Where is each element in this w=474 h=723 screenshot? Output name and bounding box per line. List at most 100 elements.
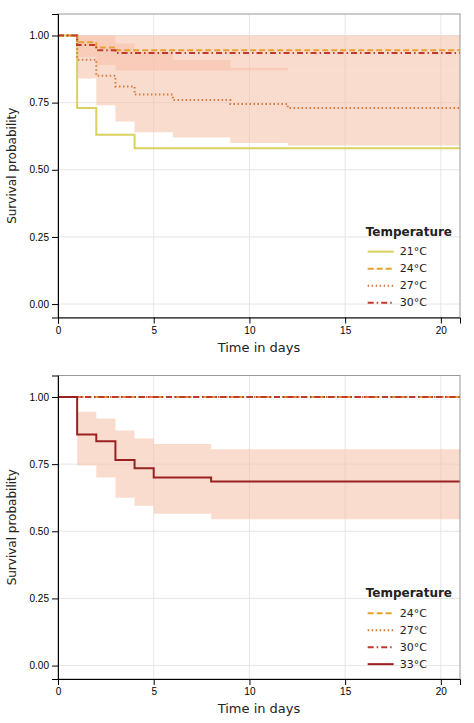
y-axis: 0.000.250.500.751.00 bbox=[30, 376, 59, 680]
x-tick-label: 20 bbox=[436, 686, 448, 697]
x-axis-title: Time in days bbox=[217, 701, 301, 716]
legend-swatch bbox=[368, 612, 394, 614]
y-tick: 0.25 bbox=[30, 232, 58, 243]
legend-item: 30°C bbox=[368, 297, 427, 310]
y-tick-mark bbox=[52, 304, 58, 305]
x-tick-mark bbox=[441, 679, 442, 685]
y-tick-mark bbox=[52, 103, 58, 104]
grid-line-x bbox=[440, 376, 441, 680]
y-tick-label: 0.75 bbox=[30, 97, 50, 108]
x-tick: 10 bbox=[244, 679, 256, 697]
y-tick: 1.00 bbox=[30, 392, 58, 403]
y-tick-mark bbox=[52, 666, 58, 667]
legend-label: 24°C bbox=[400, 263, 427, 276]
y-tick-mark bbox=[52, 598, 58, 599]
y-axis-title: Survival probability bbox=[5, 108, 19, 224]
legend-swatch bbox=[368, 285, 394, 287]
legend-item: 24°C bbox=[368, 607, 427, 620]
plot-area bbox=[58, 397, 460, 519]
x-tick: 5 bbox=[151, 679, 157, 697]
x-tick-mark bbox=[154, 318, 155, 324]
ci-band bbox=[58, 397, 460, 519]
survival-curve bbox=[58, 35, 460, 108]
y-tick: 0.00 bbox=[30, 660, 58, 671]
legend-label: 27°C bbox=[400, 624, 427, 637]
y-tick-label: 0.00 bbox=[30, 299, 50, 310]
x-tick-label: 5 bbox=[151, 686, 157, 697]
x-tick-label: 15 bbox=[340, 686, 352, 697]
legend-label: 33°C bbox=[400, 658, 427, 671]
x-tick-mark bbox=[345, 318, 346, 324]
y-tick-label: 0.50 bbox=[30, 526, 50, 537]
grid-line-x bbox=[153, 376, 154, 680]
y-tick-label: 0.00 bbox=[30, 660, 50, 671]
legend-label: 30°C bbox=[400, 641, 427, 654]
y-tick: 1.00 bbox=[30, 30, 58, 41]
y-tick-mark bbox=[52, 170, 58, 171]
chart-svg: 0 5 10 15 20 0.00 0.25 0.50 0.75 1.00 Time in days… bbox=[0, 0, 474, 723]
legend-label: 30°C bbox=[400, 297, 427, 310]
y-tick-mark bbox=[52, 531, 58, 532]
legend-label: 21°C bbox=[400, 246, 427, 259]
x-tick-label: 10 bbox=[244, 325, 256, 336]
grid bbox=[58, 14, 460, 318]
x-tick-label: 0 bbox=[56, 686, 62, 697]
y-tick: 0.50 bbox=[30, 164, 58, 175]
legend-label: 27°C bbox=[400, 280, 427, 293]
legend-label: 24°C bbox=[400, 607, 427, 620]
survival-curve bbox=[58, 35, 460, 50]
y-tick-label: 0.25 bbox=[30, 593, 50, 604]
x-tick-mark bbox=[345, 679, 346, 685]
x-tick: 20 bbox=[436, 318, 448, 336]
plot-frame bbox=[58, 14, 460, 318]
grid bbox=[58, 376, 460, 680]
x-tick-mark bbox=[154, 679, 155, 685]
y-tick-label: 0.25 bbox=[30, 232, 50, 243]
legend: Temperature 21°C 24°C 27°C 30°C bbox=[366, 225, 452, 310]
x-tick-mark bbox=[441, 318, 442, 324]
y-tick-mark bbox=[52, 237, 58, 238]
panel: 051015200.000.250.500.751.00Time in days… bbox=[5, 376, 461, 717]
legend-swatch bbox=[368, 251, 394, 253]
y-axis-line bbox=[52, 15, 59, 319]
legend-item: 24°C bbox=[368, 263, 427, 276]
legend-item: 27°C bbox=[368, 280, 427, 293]
y-axis-line bbox=[52, 376, 59, 680]
grid-line-y bbox=[58, 396, 460, 397]
legend-title: Temperature bbox=[366, 586, 452, 600]
survival-curve bbox=[58, 35, 460, 148]
y-tick-label: 0.50 bbox=[30, 164, 50, 175]
grid-line-x bbox=[345, 376, 346, 680]
y-tick-mark bbox=[52, 464, 58, 465]
grid-line-x bbox=[249, 376, 250, 680]
x-tick: 0 bbox=[56, 318, 62, 336]
y-axis: 0.00 0.25 0.50 0.75 1.00 bbox=[30, 15, 59, 319]
x-tick-label: 5 bbox=[151, 325, 157, 336]
legend-swatch bbox=[368, 629, 394, 631]
x-axis: 0 5 10 15 20 bbox=[56, 318, 461, 336]
ci-band bbox=[58, 35, 460, 148]
legend-title: Temperature bbox=[366, 225, 452, 239]
x-tick-mark bbox=[249, 318, 250, 324]
x-tick-label: 15 bbox=[340, 325, 352, 336]
y-tick: 0.50 bbox=[30, 526, 58, 537]
y-tick: 0.75 bbox=[30, 97, 58, 108]
legend-swatch bbox=[368, 302, 394, 304]
x-axis-line bbox=[59, 680, 461, 686]
x-tick-label: 20 bbox=[436, 325, 448, 336]
y-tick-label: 1.00 bbox=[30, 30, 50, 41]
y-tick: 0.25 bbox=[30, 593, 58, 604]
legend-item: 30°C bbox=[368, 641, 427, 654]
panel: 051015200.000.250.500.751.00Time in days… bbox=[5, 14, 461, 355]
y-axis-title: Survival probability bbox=[5, 469, 19, 585]
y-tick: 0.00 bbox=[30, 299, 58, 310]
y-tick-label: 1.00 bbox=[30, 392, 50, 403]
grid-line-y bbox=[58, 169, 460, 170]
survival-curve bbox=[58, 396, 460, 398]
grid-line-y bbox=[58, 531, 460, 532]
y-tick-mark bbox=[52, 397, 58, 398]
x-axis-line bbox=[59, 318, 461, 324]
legend: Temperature 24°C 27°C 30°C 33°C bbox=[366, 586, 452, 671]
plot-area bbox=[58, 35, 460, 148]
legend-swatch bbox=[368, 646, 394, 648]
